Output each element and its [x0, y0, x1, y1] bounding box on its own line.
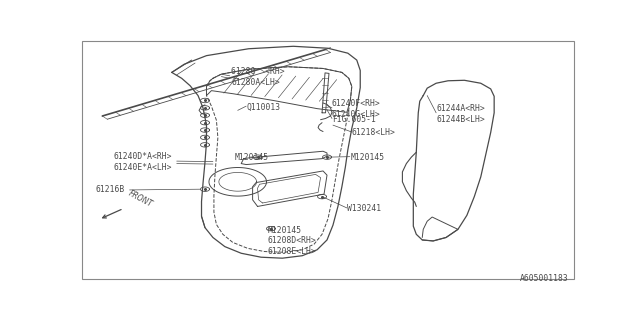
Text: W130241: W130241 [347, 204, 381, 213]
Text: 61218<LH>: 61218<LH> [352, 128, 396, 137]
Text: 61240F<RH>
61240G<LH>: 61240F<RH> 61240G<LH> [332, 99, 381, 119]
Text: Q110013: Q110013 [246, 103, 280, 112]
Text: FRONT: FRONT [127, 189, 154, 209]
Text: 61208D<RH>
61208E<LH>: 61208D<RH> 61208E<LH> [268, 236, 316, 256]
Text: M120145: M120145 [235, 153, 269, 162]
Text: FIG.605-1: FIG.605-1 [332, 115, 376, 124]
Text: 61244A<RH>
61244B<LH>: 61244A<RH> 61244B<LH> [436, 103, 485, 124]
Text: M120145: M120145 [350, 153, 385, 162]
Text: M120145: M120145 [268, 226, 301, 235]
Text: 61216B: 61216B [96, 185, 125, 195]
Text: A605001183: A605001183 [520, 274, 568, 283]
Text: 61280  <RH>
61280A<LH>: 61280 <RH> 61280A<LH> [231, 67, 285, 87]
Text: 61240D*A<RH>
61240E*A<LH>: 61240D*A<RH> 61240E*A<LH> [114, 152, 172, 172]
